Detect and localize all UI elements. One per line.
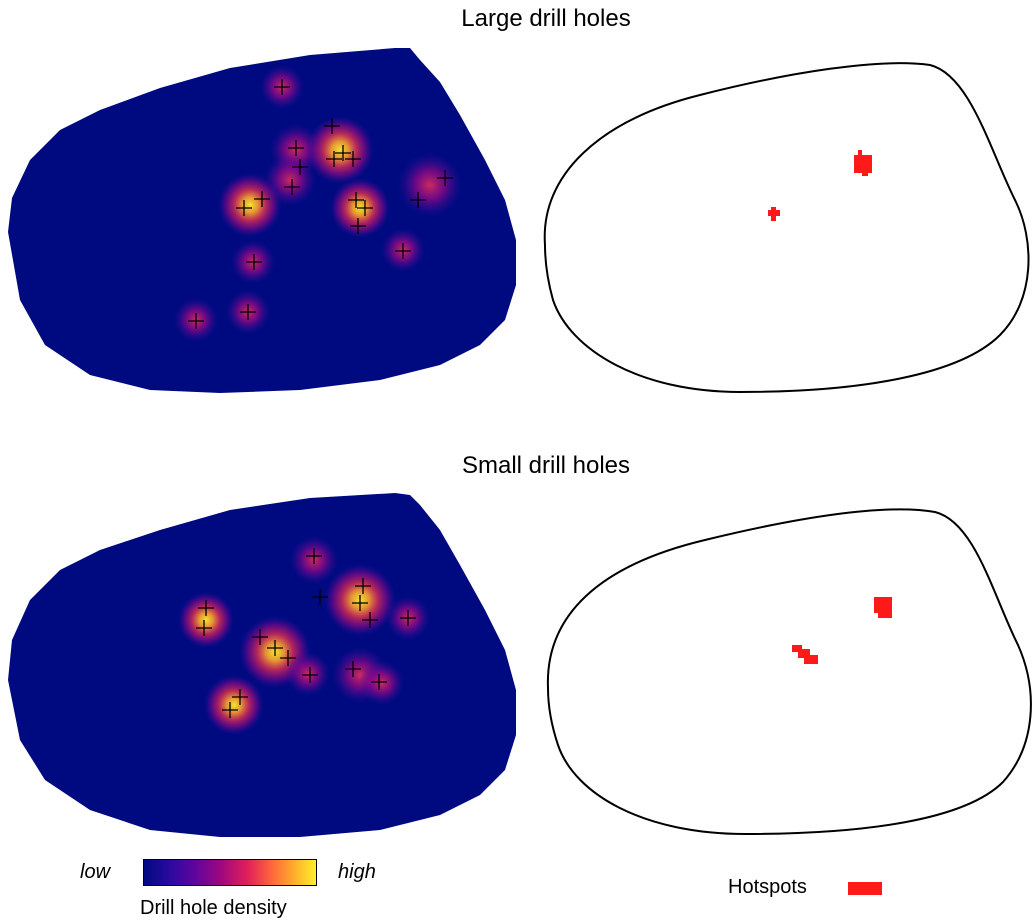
colorbar-low-label: low	[80, 861, 111, 883]
hotspot-map-large	[543, 62, 1030, 394]
hotspot-map-small	[546, 508, 1032, 836]
hotspots-legend-label: Hotspots	[728, 876, 807, 898]
density-colorbar	[143, 859, 317, 886]
hotspots-small	[792, 597, 892, 664]
panel-title-large: Large drill holes	[461, 5, 631, 32]
drill-hole-markers-large	[188, 79, 453, 329]
hotspot-map-large-outline	[543, 62, 1030, 394]
hotspot-map-small-outline	[546, 508, 1032, 836]
drill-hole-markers-small	[196, 548, 416, 718]
hotspots-legend-swatch	[848, 882, 882, 895]
panel-title-small: Small drill holes	[461, 452, 631, 479]
density-map-large	[8, 48, 516, 393]
density-map-small	[8, 493, 516, 837]
hotspots-large	[768, 150, 872, 221]
colorbar-title: Drill hole density	[140, 897, 287, 919]
colorbar-high-label: high	[338, 861, 376, 883]
